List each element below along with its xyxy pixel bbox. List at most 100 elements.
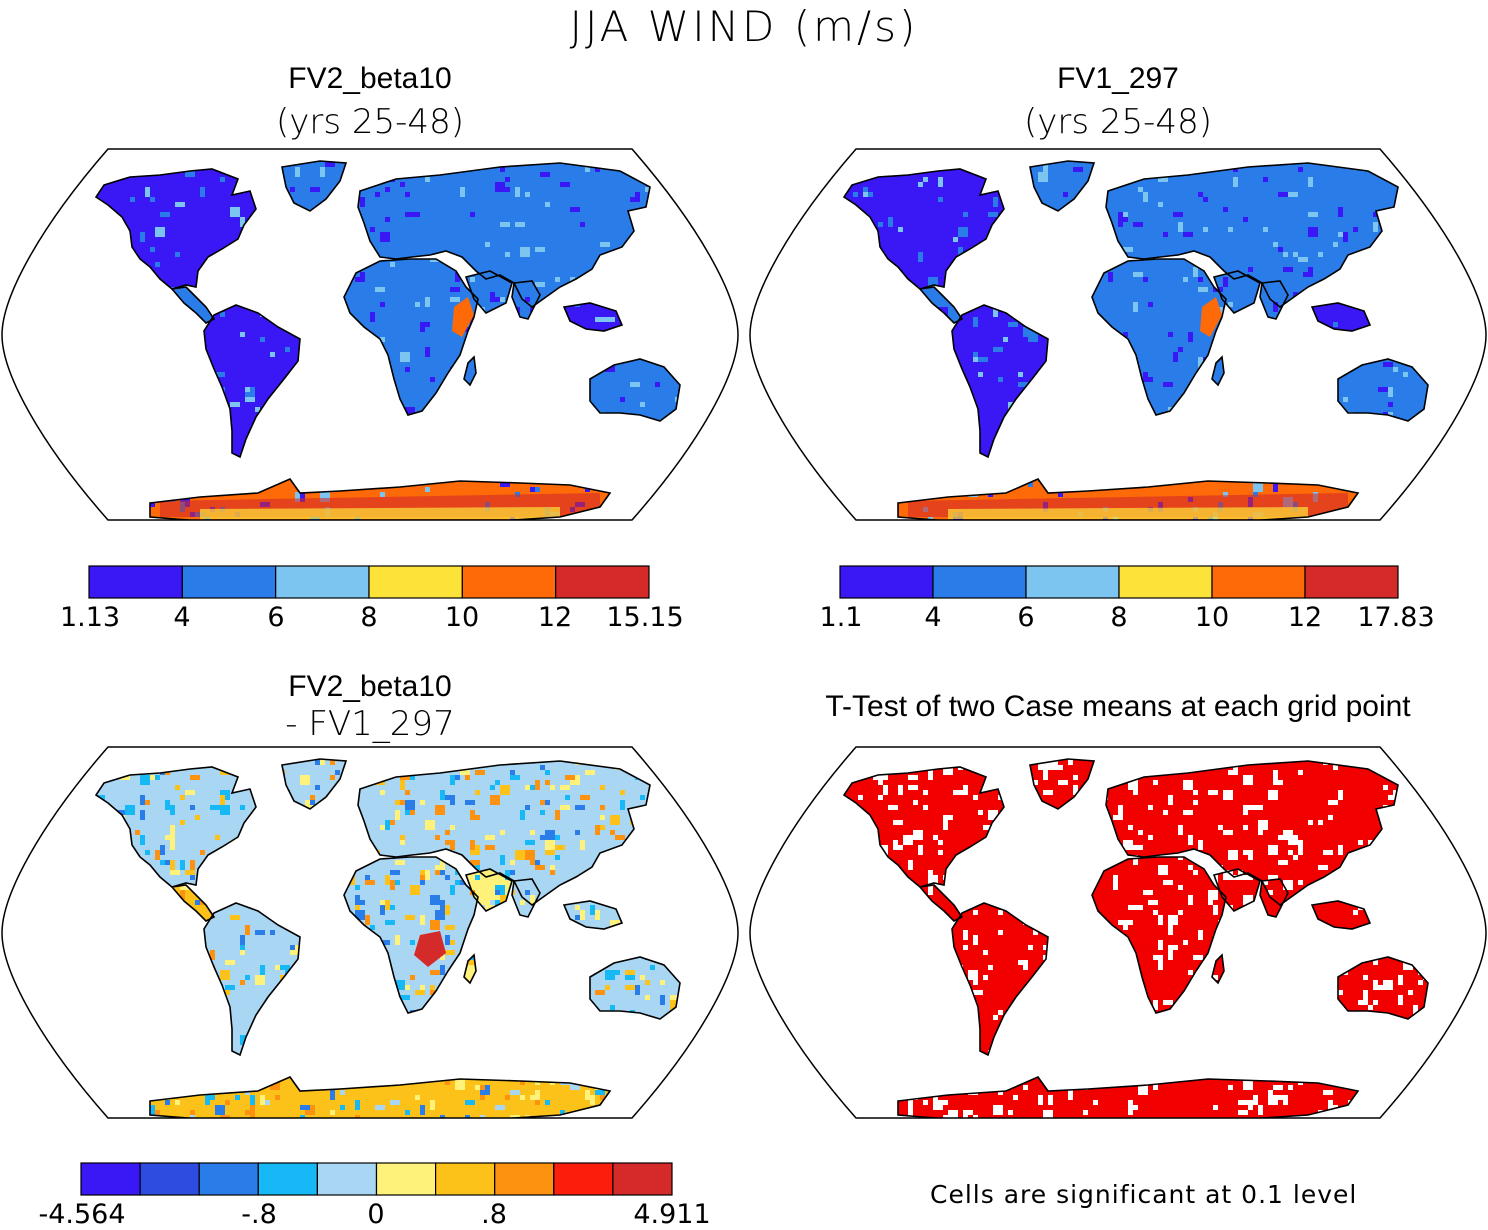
grid-cell xyxy=(1043,770,1048,780)
grid-cell xyxy=(15,830,20,835)
grid-cell xyxy=(1278,835,1283,840)
grid-cell xyxy=(928,517,933,520)
grid-cell xyxy=(1183,780,1193,790)
grid-cell xyxy=(45,477,50,482)
grid-cell xyxy=(5,1085,10,1095)
grid-cell xyxy=(1268,845,1278,855)
grid-cell xyxy=(958,227,968,237)
grid-cell xyxy=(50,177,60,187)
grid-cell xyxy=(813,765,818,770)
grid-cell xyxy=(245,397,255,402)
grid-cell xyxy=(460,172,465,182)
grid-cell xyxy=(1198,287,1208,292)
grid-cell xyxy=(878,222,883,227)
grid-cell xyxy=(1233,875,1238,880)
grid-cell xyxy=(705,810,710,815)
cbar3-swatch xyxy=(198,1162,259,1196)
grid-cell xyxy=(480,880,490,890)
grid-cell xyxy=(963,930,968,940)
grid-cell xyxy=(715,1055,725,1065)
grid-cell xyxy=(185,790,195,795)
grid-cell xyxy=(405,407,415,417)
grid-cell xyxy=(1183,810,1193,815)
grid-cell xyxy=(1283,1095,1288,1105)
grid-cell xyxy=(575,915,580,920)
grid-cell xyxy=(675,1065,680,1070)
grid-cell xyxy=(838,750,843,755)
grid-cell xyxy=(275,940,285,945)
grid-cell xyxy=(630,382,640,387)
cbar3-tick: -.8 xyxy=(241,1199,277,1230)
grid-cell xyxy=(365,915,370,925)
grid-cell xyxy=(40,1040,45,1045)
land-southAmerica xyxy=(204,305,300,457)
grid-cell xyxy=(540,835,545,840)
grid-cell xyxy=(595,990,600,995)
grid-cell xyxy=(1108,272,1113,282)
grid-cell xyxy=(1123,925,1128,930)
grid-cell xyxy=(380,940,390,945)
grid-cell xyxy=(1303,272,1313,277)
grid-cell xyxy=(768,202,773,212)
grid-cell xyxy=(370,830,375,840)
grid-cell xyxy=(1168,945,1173,955)
grid-cell xyxy=(773,1060,783,1065)
grid-cell xyxy=(1338,845,1343,855)
grid-cell xyxy=(1038,172,1048,182)
grid-cell xyxy=(963,1115,968,1118)
grid-cell xyxy=(460,187,465,197)
cbar1-tick: 4 xyxy=(173,602,191,633)
grid-cell xyxy=(1163,382,1173,387)
land-northAmerica xyxy=(96,767,256,887)
grid-cell xyxy=(908,1110,913,1118)
grid-cell xyxy=(600,785,605,790)
grid-cell xyxy=(445,875,450,880)
grid-cell xyxy=(1158,870,1163,875)
grid-cell xyxy=(190,272,200,277)
grid-cell xyxy=(170,860,175,870)
grid-cell xyxy=(500,297,505,302)
grid-cell xyxy=(1473,1080,1483,1090)
grid-cell xyxy=(0,512,5,522)
grid-cell xyxy=(1183,940,1188,945)
grid-cell xyxy=(1213,975,1218,980)
map-outline xyxy=(749,148,1487,521)
grid-cell xyxy=(1173,352,1178,357)
grid-cell xyxy=(803,152,808,157)
grid-cell xyxy=(25,1035,35,1040)
grid-cell xyxy=(230,915,240,920)
grid-cell xyxy=(933,835,938,840)
grid-cell xyxy=(1163,1000,1168,1005)
grid-cell xyxy=(645,995,650,1000)
grid-cell xyxy=(1168,332,1173,337)
grid-cell xyxy=(165,800,170,810)
grid-cell xyxy=(1408,1085,1418,1090)
grid-cell xyxy=(725,800,735,805)
grid-cell xyxy=(1438,790,1443,795)
grid-cell xyxy=(1343,397,1348,402)
grid-cell xyxy=(60,1075,65,1080)
grid-cell xyxy=(240,980,245,985)
grid-cell xyxy=(1038,760,1048,770)
grid-cell xyxy=(275,965,280,970)
grid-cell xyxy=(1448,447,1453,452)
grid-cell xyxy=(155,855,160,860)
grid-cell xyxy=(565,775,575,780)
grid-cell xyxy=(1023,1085,1028,1090)
land-seAsia xyxy=(1312,901,1370,929)
grid-cell xyxy=(625,985,635,990)
grid-cell xyxy=(125,805,135,815)
grid-cell xyxy=(155,775,160,780)
grid-cell xyxy=(300,492,305,502)
grid-cell xyxy=(385,920,395,925)
grid-cell xyxy=(793,1075,798,1085)
grid-cell xyxy=(888,805,898,810)
coastline-madagascar xyxy=(463,355,477,387)
grid-cell xyxy=(735,795,740,805)
grid-cell xyxy=(520,247,530,257)
grid-cell xyxy=(0,1085,10,1090)
grid-cell xyxy=(650,517,655,520)
grid-cell xyxy=(15,257,20,262)
grid-cell xyxy=(1148,302,1153,307)
grid-cell xyxy=(420,322,425,332)
